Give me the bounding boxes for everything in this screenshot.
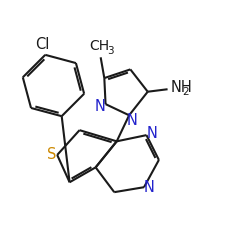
Text: 2: 2 <box>182 87 188 98</box>
Text: 3: 3 <box>106 46 113 56</box>
Text: N: N <box>126 113 136 128</box>
Text: S: S <box>47 148 56 163</box>
Text: N: N <box>94 99 105 114</box>
Text: N: N <box>146 126 157 141</box>
Text: N: N <box>143 180 154 195</box>
Text: CH: CH <box>89 39 109 53</box>
Text: NH: NH <box>170 80 191 95</box>
Text: Cl: Cl <box>35 37 50 52</box>
